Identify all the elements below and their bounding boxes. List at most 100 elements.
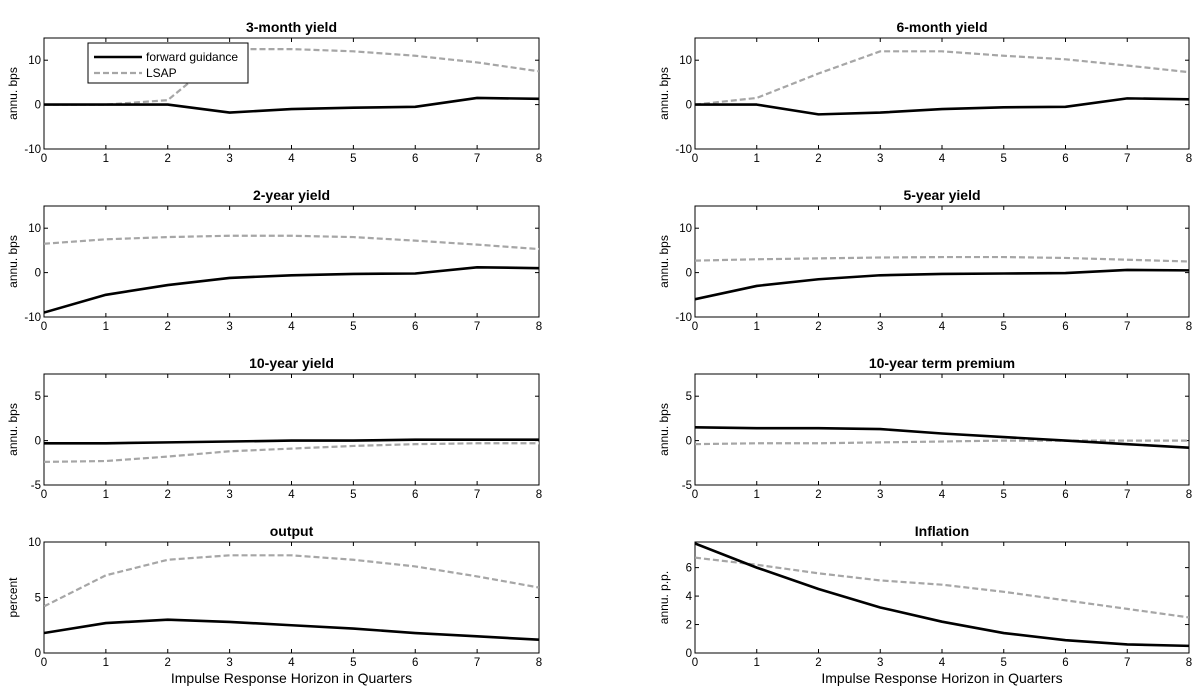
y-tick-label: -10 — [675, 144, 692, 156]
x-tick-label: 4 — [288, 153, 295, 165]
x-tick-label: 3 — [226, 153, 232, 165]
lsap-line — [695, 439, 1189, 446]
x-tick-label: 3 — [226, 321, 232, 333]
lsap-line — [695, 556, 1189, 619]
y-tick-label: 4 — [686, 591, 693, 603]
forward-guidance-line — [695, 97, 1189, 116]
x-tick-label: 6 — [1062, 153, 1068, 165]
y-tick-label: 0 — [35, 436, 41, 448]
y-tick-label: 10 — [28, 223, 41, 235]
y-tick-label: 10 — [28, 55, 41, 67]
panel-title: 10-year term premium — [869, 355, 1015, 371]
x-tick-label: 3 — [877, 153, 883, 165]
x-tick-label: 4 — [939, 489, 946, 501]
x-tick-label: 0 — [692, 657, 698, 669]
y-tick-label: 5 — [35, 593, 41, 605]
y-axis-label: annu. bps — [6, 403, 20, 456]
x-tick-label: 4 — [939, 657, 946, 669]
plot-area-10-year-yield — [43, 373, 540, 486]
panel-title: Inflation — [915, 523, 969, 539]
forward-guidance-line — [44, 438, 539, 445]
y-tick-label: 0 — [686, 100, 692, 112]
x-tick-label: 1 — [103, 153, 109, 165]
y-tick-label: 0 — [35, 268, 41, 280]
x-tick-label: 6 — [1062, 489, 1068, 501]
x-tick-label: 1 — [754, 657, 760, 669]
panel-output: 0 1 2 3 4 5 6 7 8 0 5 10 output percent Impulse Respon… — [6, 523, 542, 686]
x-tick-label: 7 — [1124, 657, 1130, 669]
panel-title: 10-year yield — [249, 355, 334, 371]
x-tick-label: 5 — [1001, 489, 1007, 501]
x-tick-label: 0 — [692, 321, 698, 333]
x-tick-label: 8 — [536, 657, 542, 669]
panel-title: 2-year yield — [253, 187, 330, 203]
x-tick-label: 0 — [41, 489, 47, 501]
x-tick-label: 8 — [1186, 657, 1192, 669]
panel-title: 3-month yield — [246, 19, 337, 35]
x-tick-label: 5 — [1001, 657, 1007, 669]
x-tick-label: 0 — [692, 489, 698, 501]
x-tick-label: 2 — [165, 321, 171, 333]
x-tick-label: 5 — [1001, 153, 1007, 165]
x-tick-label: 2 — [165, 657, 171, 669]
x-tick-label: 2 — [815, 153, 821, 165]
forward-guidance-line — [44, 265, 539, 314]
y-tick-label: 2 — [686, 620, 692, 632]
y-tick-label: 10 — [679, 223, 692, 235]
x-tick-label: 4 — [288, 321, 295, 333]
y-tick-label: 5 — [686, 391, 692, 403]
x-tick-label: 8 — [536, 489, 542, 501]
x-tick-label: 8 — [1186, 489, 1192, 501]
y-axis-label: annu. bps — [6, 235, 20, 288]
x-tick-label: 7 — [474, 153, 480, 165]
lsap-line — [44, 554, 539, 608]
x-tick-label: 1 — [103, 321, 109, 333]
x-tick-label: 3 — [877, 657, 883, 669]
x-tick-label: 0 — [41, 153, 47, 165]
y-tick-label: -10 — [675, 312, 692, 324]
x-tick-label: 4 — [939, 153, 946, 165]
y-tick-label: 0 — [686, 268, 692, 280]
x-tick-label: 7 — [1124, 321, 1130, 333]
legend-label-forward-guidance: forward guidance — [146, 50, 238, 64]
x-tick-label: 8 — [536, 153, 542, 165]
plot-area-5-year-yield — [694, 205, 1190, 318]
legend: forward guidance LSAP — [87, 42, 249, 84]
y-axis-label: annu. p.p. — [657, 571, 671, 624]
y-tick-label: 0 — [686, 648, 692, 660]
x-tick-label: 7 — [1124, 153, 1130, 165]
legend-label-lsap: LSAP — [146, 66, 177, 80]
y-tick-label: -10 — [24, 144, 41, 156]
y-tick-label: 0 — [35, 100, 41, 112]
x-tick-label: 5 — [350, 321, 356, 333]
x-tick-label: 1 — [103, 657, 109, 669]
x-tick-label: 6 — [1062, 657, 1068, 669]
x-tick-label: 5 — [350, 489, 356, 501]
x-tick-label: 3 — [877, 489, 883, 501]
x-tick-label: 0 — [41, 657, 47, 669]
x-tick-label: 2 — [165, 489, 171, 501]
panel-title: output — [270, 523, 314, 539]
x-tick-label: 8 — [536, 321, 542, 333]
y-axis-label: annu. bps — [657, 403, 671, 456]
x-tick-label: 4 — [288, 489, 295, 501]
y-tick-label: 0 — [35, 648, 41, 660]
forward-guidance-line — [695, 268, 1189, 301]
y-tick-label: 0 — [686, 436, 692, 448]
x-tick-label: 8 — [1186, 321, 1192, 333]
x-tick-label: 4 — [939, 321, 946, 333]
x-tick-label: 1 — [754, 489, 760, 501]
x-tick-label: 1 — [754, 321, 760, 333]
forward-guidance-line — [44, 618, 539, 641]
panel-title: 6-month yield — [896, 19, 987, 35]
x-tick-label: 7 — [474, 657, 480, 669]
y-tick-label: 10 — [28, 537, 41, 549]
y-tick-label: -5 — [31, 480, 41, 492]
lsap-line — [44, 47, 539, 106]
y-tick-label: -10 — [24, 312, 41, 324]
x-axis-label: Impulse Response Horizon in Quarters — [821, 670, 1062, 686]
lsap-line — [695, 50, 1189, 106]
x-tick-label: 6 — [412, 657, 418, 669]
